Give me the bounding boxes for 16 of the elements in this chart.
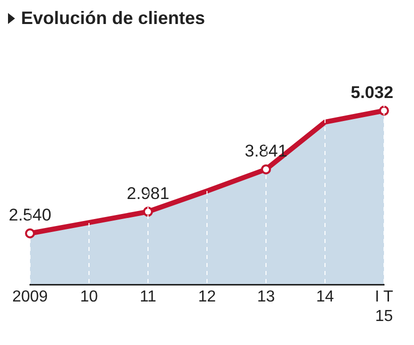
- data-label: 5.032: [350, 82, 394, 102]
- point: [143, 206, 153, 217]
- x-tick-label: 2009: [12, 288, 48, 306]
- x-tick-label: 14: [316, 288, 334, 306]
- x-tick-label: 13: [257, 288, 275, 306]
- point: [379, 106, 389, 116]
- data-label: 2.981: [126, 184, 170, 203]
- point: [261, 164, 271, 174]
- chart-title: Evolución de clientes: [21, 8, 206, 29]
- x-tick-label: 10: [80, 288, 98, 306]
- x-tick-label: 11: [140, 288, 156, 306]
- data-label: 3.841: [244, 142, 288, 161]
- point: [25, 228, 35, 238]
- x-tick-label: 12: [198, 288, 216, 306]
- data-label: 2.540: [8, 206, 52, 225]
- x-tick-label: I T 15: [374, 288, 394, 325]
